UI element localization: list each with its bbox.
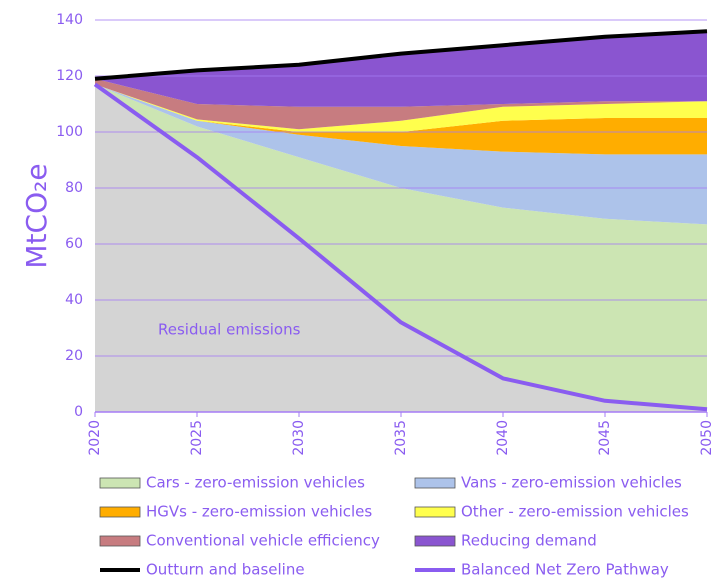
areas [95,31,707,413]
legend-swatch [414,477,456,489]
legend-label: Other - zero-emission vehicles [461,503,689,521]
legend-swatch [414,506,456,518]
x-tick-label: 2035 [393,420,409,456]
legend-label: Vans - zero-emission vehicles [461,474,682,492]
y-tick-label: 0 [74,404,83,420]
legend-swatch [414,535,456,547]
legend-swatch [99,506,141,518]
x-tick-label: 2025 [189,420,205,456]
residual-area [95,84,707,413]
area [95,84,707,132]
y-tick-label: 60 [65,236,83,252]
area [95,84,707,410]
line [93,82,708,412]
x-tick-label: 2020 [87,420,103,456]
area [95,31,707,107]
lines [93,29,708,412]
y-tick-label: 80 [65,180,83,196]
legend-swatch [99,535,141,547]
x-tick-label: 2040 [495,420,511,456]
x-tick-label: 2030 [291,420,307,456]
area [95,84,707,155]
y-tick-label: 20 [65,348,83,364]
legend-label: Balanced Net Zero Pathway [461,561,669,579]
x-tick-label: 2045 [597,420,613,456]
y-tick-label: 40 [65,292,83,308]
line [94,29,708,81]
y-axis-label: MtCO₂e [20,163,53,268]
legend-label: Reducing demand [461,532,597,550]
area [95,78,707,130]
x-tick-label: 2050 [699,420,711,456]
annotation: Residual emissions [158,321,301,339]
legend-label: Outturn and baseline [146,561,305,579]
y-tick-label: 120 [56,68,83,84]
legend-label: HGVs - zero-emission vehicles [146,503,372,521]
legend-swatch [99,477,141,489]
y-tick-label: 100 [56,124,83,140]
legend-label: Conventional vehicle efficiency [146,532,380,550]
legend-label: Cars - zero-emission vehicles [146,474,365,492]
y-tick-label: 140 [56,12,83,28]
area [95,84,707,225]
